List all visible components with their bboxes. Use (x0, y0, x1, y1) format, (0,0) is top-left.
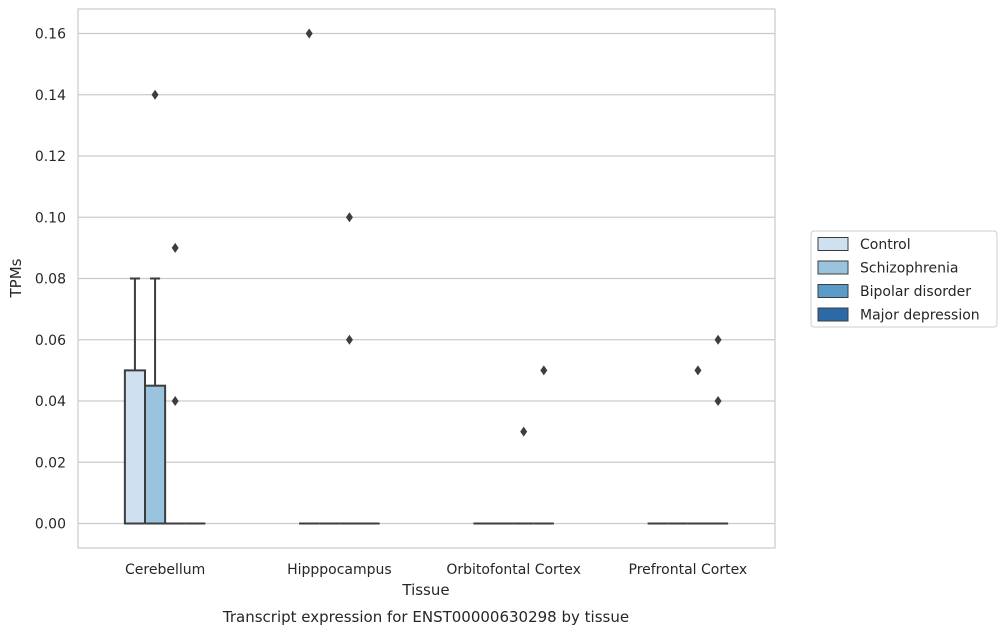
y-axis-ticks: 0.00 0.02 0.04 0.06 0.08 0.10 0.12 0.14 0.16 (35, 27, 66, 533)
outlier-point (305, 28, 313, 39)
legend-swatch (817, 284, 849, 298)
outlier-point (540, 365, 548, 376)
x-axis-ticks: Cerebellum Hipppocampus Orbitofontal Corte… (125, 562, 747, 578)
box-body (143, 384, 167, 525)
outlier-point (714, 396, 722, 406)
chart-caption: Transcript expression for ENST0000063029… (222, 608, 629, 626)
y-tick-label: 0.02 (35, 455, 66, 471)
plot-frame (77, 8, 776, 549)
outlier-point (345, 212, 353, 223)
y-tick-label: 0.04 (35, 394, 66, 410)
x-tick-label: Orbitofontal Cortex (446, 562, 581, 578)
outliers (151, 28, 722, 437)
y-tick-label: 0.14 (35, 88, 66, 104)
outlier-point (694, 365, 702, 376)
outlier-point (151, 89, 159, 100)
y-tick-label: 0.00 (35, 517, 66, 533)
y-tick-label: 0.12 (35, 149, 66, 165)
legend-frame (810, 230, 998, 328)
outlier-point (520, 426, 528, 437)
y-tick-label: 0.10 (35, 210, 66, 226)
y-tick-label: 0.16 (35, 27, 66, 43)
legend-swatch (817, 237, 849, 251)
y-axis-label: TPMs (7, 258, 25, 298)
x-tick-label: Prefrontal Cortex (629, 562, 748, 578)
legend-label: Schizophrenia (860, 261, 958, 277)
box-body (123, 369, 146, 525)
box-element (143, 277, 167, 525)
boxes (123, 277, 729, 525)
legend-label: Bipolar disorder (860, 284, 971, 300)
x-tick-label: Hipppocampus (287, 562, 392, 578)
outlier-point (345, 334, 353, 345)
outlier-point (171, 242, 179, 253)
legend-label: Control (860, 237, 911, 253)
legend-swatch (817, 260, 849, 275)
outlier-point (714, 334, 722, 345)
legend-swatch (817, 307, 849, 322)
outlier-point (171, 396, 179, 406)
y-tick-label: 0.08 (35, 272, 66, 288)
legend: Control Schizophrenia Bipolar disorder Majo… (810, 230, 998, 328)
legend-label: Major depression (860, 308, 980, 324)
x-axis-label: Tissue (401, 581, 449, 599)
x-tick-label: Cerebellum (125, 562, 205, 578)
y-tick-label: 0.06 (35, 333, 66, 349)
